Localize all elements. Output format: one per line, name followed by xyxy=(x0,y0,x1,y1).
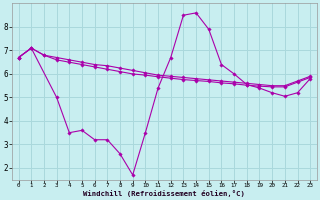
X-axis label: Windchill (Refroidissement éolien,°C): Windchill (Refroidissement éolien,°C) xyxy=(84,190,245,197)
